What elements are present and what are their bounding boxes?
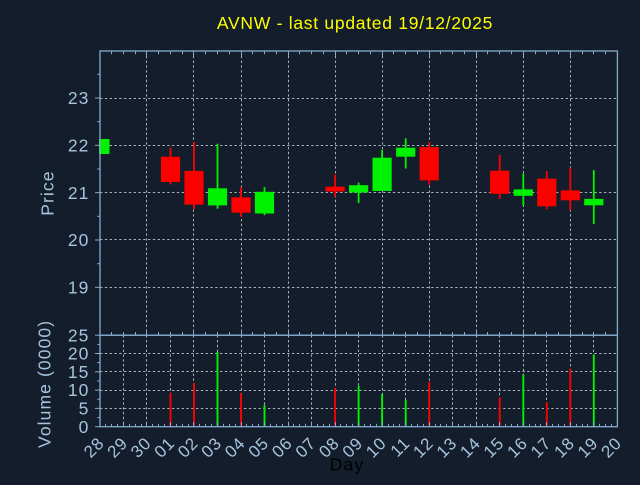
svg-text:AVNW - last updated 19/12/2025: AVNW - last updated 19/12/2025 — [217, 13, 493, 33]
svg-text:Price: Price — [38, 170, 58, 215]
svg-text:15: 15 — [68, 362, 90, 382]
svg-text:Day: Day — [330, 455, 364, 475]
svg-text:22: 22 — [68, 135, 90, 155]
svg-text:23: 23 — [68, 88, 90, 108]
svg-text:10: 10 — [68, 380, 90, 400]
svg-text:25: 25 — [68, 325, 90, 345]
svg-text:20: 20 — [68, 230, 90, 250]
svg-text:19: 19 — [68, 277, 90, 297]
svg-text:0: 0 — [79, 417, 90, 437]
svg-text:Volume (0000): Volume (0000) — [35, 320, 55, 448]
svg-text:21: 21 — [68, 183, 90, 203]
svg-text:5: 5 — [79, 399, 90, 419]
svg-text:20: 20 — [68, 344, 90, 364]
